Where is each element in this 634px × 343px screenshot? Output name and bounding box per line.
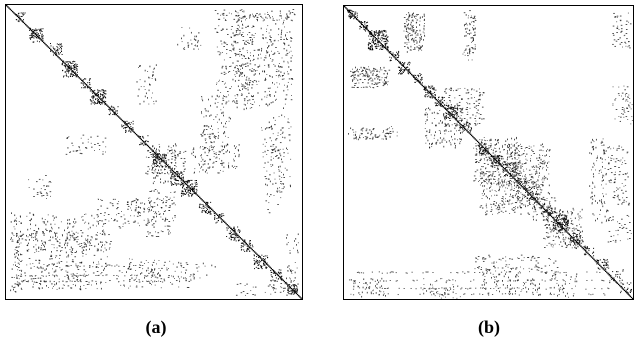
sparsity-matrix-a: [5, 4, 303, 300]
sparsity-matrix-b: [343, 5, 634, 300]
figure-caption-b: (b): [478, 317, 500, 337]
matrix-plot-a: [6, 5, 302, 299]
figure-caption-a: (a): [145, 317, 167, 337]
matrix-plot-b: [344, 6, 633, 299]
